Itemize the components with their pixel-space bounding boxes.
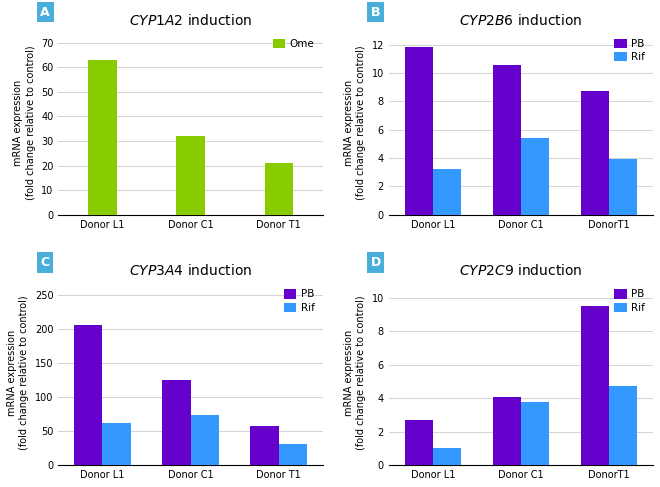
Bar: [609, 387, 637, 465]
Title: $\it{CYP2B6}$ induction: $\it{CYP2B6}$ induction: [459, 13, 583, 28]
Title: $\it{CYP2C9}$ induction: $\it{CYP2C9}$ induction: [459, 263, 583, 279]
Bar: [521, 402, 549, 465]
Bar: [176, 136, 205, 215]
Bar: [405, 420, 433, 465]
Bar: [609, 159, 637, 215]
Bar: [581, 306, 609, 465]
Text: A: A: [40, 5, 50, 19]
Legend: PB, Rif: PB, Rif: [611, 286, 648, 316]
Legend: PB, Rif: PB, Rif: [280, 286, 317, 316]
Bar: [265, 163, 293, 215]
Y-axis label: mRNA expression
(fold change relative to control): mRNA expression (fold change relative to…: [344, 45, 366, 200]
Bar: [581, 92, 609, 215]
Bar: [191, 415, 218, 465]
Y-axis label: mRNA expression
(fold change relative to control): mRNA expression (fold change relative to…: [7, 296, 29, 450]
Bar: [102, 423, 131, 465]
Bar: [405, 48, 433, 215]
Bar: [493, 396, 521, 465]
Bar: [162, 380, 191, 465]
Bar: [433, 449, 461, 465]
Y-axis label: mRNA expression
(fold change relative to control): mRNA expression (fold change relative to…: [344, 296, 366, 450]
Title: $\it{CYP1A2}$ induction: $\it{CYP1A2}$ induction: [129, 13, 252, 28]
Legend: Ome: Ome: [270, 36, 317, 52]
Text: C: C: [41, 256, 50, 269]
Legend: PB, Rif: PB, Rif: [611, 36, 648, 66]
Bar: [493, 64, 521, 215]
Bar: [250, 426, 279, 465]
Bar: [279, 444, 307, 465]
Bar: [521, 138, 549, 215]
Text: D: D: [370, 256, 381, 269]
Text: B: B: [371, 5, 380, 19]
Bar: [88, 60, 117, 215]
Bar: [74, 325, 102, 465]
Title: $\it{CYP3A4}$ induction: $\it{CYP3A4}$ induction: [129, 263, 252, 279]
Bar: [433, 169, 461, 215]
Y-axis label: mRNA expression
(fold change relative to control): mRNA expression (fold change relative to…: [13, 45, 36, 200]
